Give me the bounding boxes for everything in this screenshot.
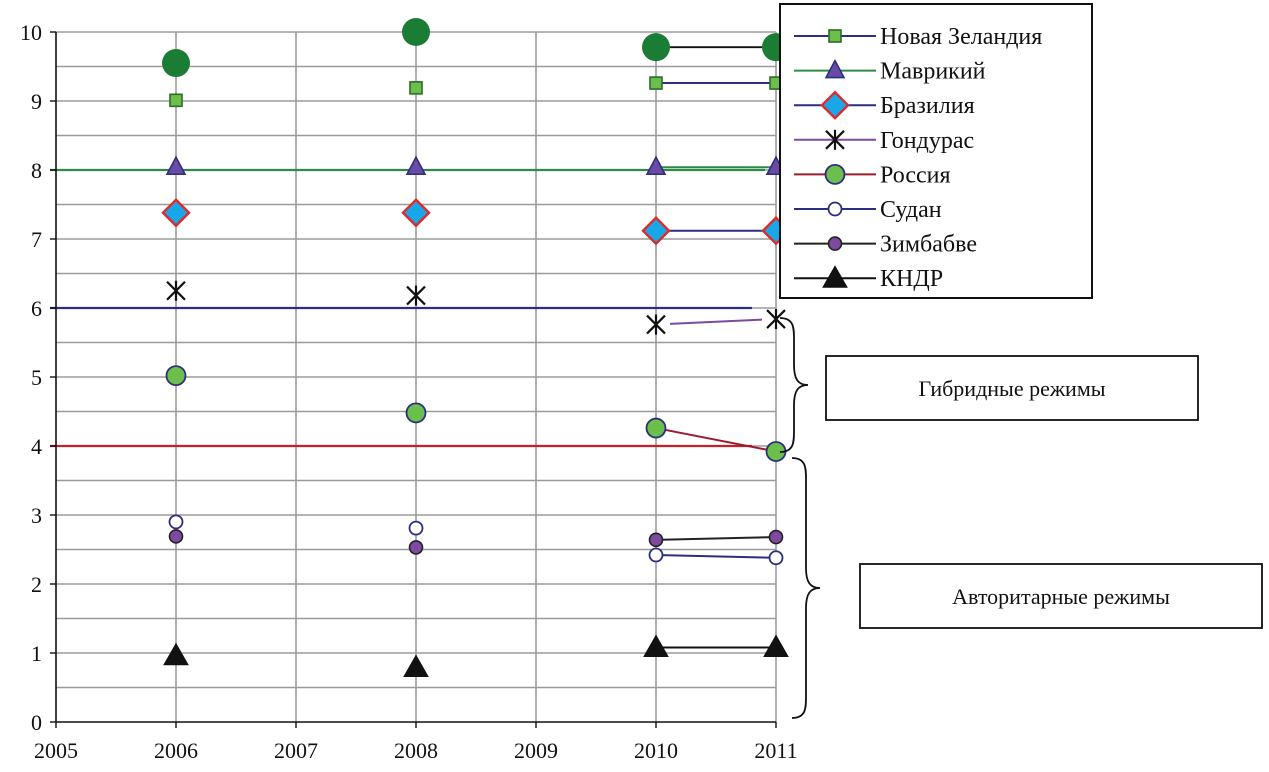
x-tick-label: 2005 xyxy=(34,738,78,763)
legend-marker-судан xyxy=(827,201,843,217)
point-гондурас xyxy=(166,280,186,301)
point-кндр xyxy=(763,634,789,657)
point-зимбабве xyxy=(648,532,664,548)
x-tick-labels: 2005 2006 2007 2008 2009 2010 2011 xyxy=(34,738,798,763)
legend-label-маврикий: Маврикий xyxy=(880,59,986,85)
point-маврикий xyxy=(165,155,187,176)
point-кндр xyxy=(163,642,189,666)
y-tick-label: 10 xyxy=(20,20,42,45)
y-tick-labels: 0 1 2 3 4 5 6 7 8 9 10 xyxy=(20,20,42,735)
point-маврикий xyxy=(645,155,667,176)
legend-marker-новая-зеландия xyxy=(828,29,842,43)
legend-marker-россия xyxy=(824,163,846,185)
x-tick-label: 2008 xyxy=(394,738,438,763)
point-россия xyxy=(165,365,187,387)
legend-label-кндр: КНДР xyxy=(880,266,943,292)
point-судан xyxy=(168,514,184,530)
legend-marker-бразилия xyxy=(820,90,850,120)
point-новая-зеландия xyxy=(409,81,423,95)
point-новая-зеландия xyxy=(169,93,183,108)
point-зимбабве xyxy=(168,529,184,544)
extra-marker xyxy=(402,18,430,46)
series-segment-судан xyxy=(655,554,777,559)
legend-label-гондурас: Гондурас xyxy=(880,128,974,154)
legend-label-зимбабве: Зимбабве xyxy=(880,232,977,258)
point-новая-зеландия xyxy=(649,76,663,90)
point-россия xyxy=(405,402,427,424)
axes xyxy=(50,31,777,728)
y-tick-label: 0 xyxy=(31,710,42,735)
grid-lines xyxy=(56,31,777,722)
x-tick-label: 2006 xyxy=(154,738,198,763)
point-бразилия xyxy=(401,198,431,228)
point-судан xyxy=(768,550,784,566)
point-кндр xyxy=(403,654,429,677)
y-tick-label: 2 xyxy=(31,572,42,597)
y-tick-label: 5 xyxy=(31,365,42,390)
annotations: Гибридные режимы Авторитарные режимы xyxy=(779,317,1263,719)
legend-marker-гондурас xyxy=(825,129,845,150)
legend-marker-кндр xyxy=(822,265,848,288)
x-tick-label: 2011 xyxy=(754,738,797,763)
extra-marker xyxy=(642,33,670,62)
x-tick-label: 2009 xyxy=(514,738,558,763)
point-гондурас xyxy=(646,314,666,335)
brace-authoritarian xyxy=(791,457,821,719)
point-зимбабве xyxy=(408,540,424,555)
legend-label-россия: Россия xyxy=(880,162,951,188)
point-кндр xyxy=(643,634,669,657)
extra-marker xyxy=(162,49,190,78)
data-markers xyxy=(161,18,791,677)
legend-marker-зимбабве xyxy=(827,236,843,251)
point-россия xyxy=(645,417,667,439)
y-tick-label: 8 xyxy=(31,158,42,183)
y-tick-label: 9 xyxy=(31,89,42,114)
point-гондурас xyxy=(766,309,786,330)
y-tick-label: 3 xyxy=(31,503,42,528)
legend: Новая Зеландия Маврикий Бразилия Гондурас Ро… xyxy=(779,3,1093,299)
hybrid-label: Гибридные режимы xyxy=(918,376,1105,401)
point-бразилия xyxy=(641,216,671,246)
point-гондурас xyxy=(406,285,426,306)
authoritarian-label: Авторитарные режимы xyxy=(952,584,1170,609)
point-судан xyxy=(648,547,664,563)
y-tick-label: 1 xyxy=(31,641,42,666)
legend-label-судан: Судан xyxy=(880,197,942,223)
series-segment-россия xyxy=(655,427,777,453)
y-tick-label: 6 xyxy=(31,296,42,321)
y-tick-label: 4 xyxy=(31,434,42,459)
hybrid-box xyxy=(825,355,1199,421)
legend-label-новая-зеландия: Новая Зеландия xyxy=(880,24,1042,50)
series-segment-гондурас xyxy=(669,318,763,325)
x-tick-label: 2007 xyxy=(274,738,318,763)
series-segment-зимбабве xyxy=(655,536,777,541)
point-судан xyxy=(408,520,424,536)
x-tick-label: 2010 xyxy=(634,738,678,763)
legend-label-бразилия: Бразилия xyxy=(880,93,975,119)
series-lines xyxy=(655,46,777,649)
y-tick-label: 7 xyxy=(31,227,42,252)
point-маврикий xyxy=(405,155,427,176)
authoritarian-box xyxy=(859,563,1263,629)
point-бразилия xyxy=(161,198,191,228)
brace-hybrid xyxy=(779,317,809,453)
legend-marker-маврикий xyxy=(824,58,846,79)
point-зимбабве xyxy=(768,529,784,545)
